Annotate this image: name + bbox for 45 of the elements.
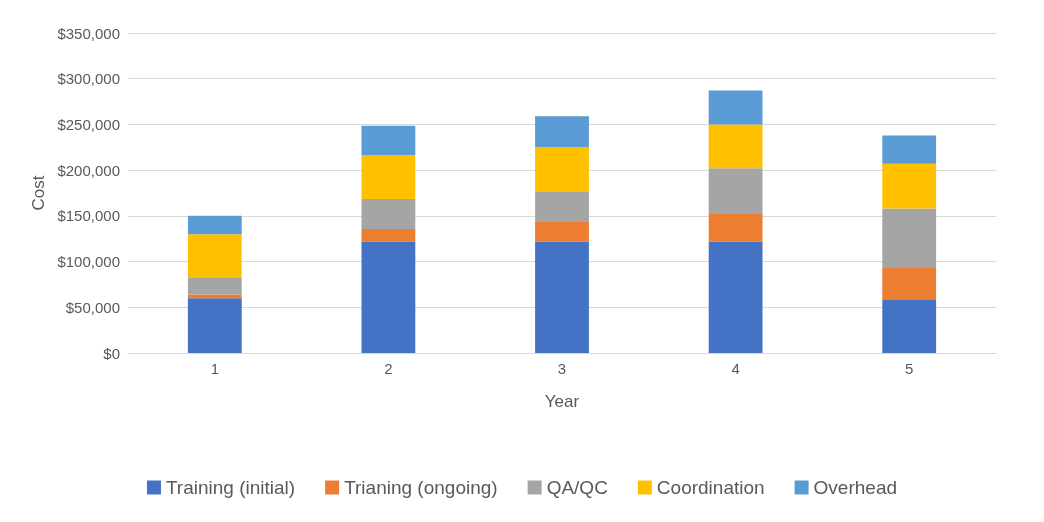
y-tick-label: $350,000 [57, 24, 120, 42]
legend-label: Training (initial) [165, 477, 296, 498]
legend-label: QA/QC [546, 477, 608, 498]
y-tick-label: $200,000 [57, 161, 120, 179]
x-tick-label: 4 [731, 360, 740, 377]
y-tick-label: $250,000 [57, 115, 120, 133]
bar [361, 229, 416, 242]
bar [361, 198, 416, 230]
y-tick-label: $50,000 [65, 298, 120, 316]
y-tick-label: $0 [103, 344, 120, 362]
bar [882, 163, 937, 209]
bar [187, 215, 242, 235]
y-axis-title: Cost [28, 175, 48, 211]
bar [708, 214, 763, 242]
bar [187, 294, 242, 299]
y-tick-label: $300,000 [57, 70, 120, 88]
bar [361, 241, 416, 353]
bar [535, 221, 589, 242]
bar [361, 155, 416, 199]
x-tick-label: 1 [210, 360, 219, 377]
bar [361, 125, 416, 156]
y-tick-label: $150,000 [57, 207, 120, 225]
bar [535, 116, 589, 148]
bar [535, 147, 589, 193]
x-tick-label: 3 [557, 360, 567, 377]
legend-label: Overhead [813, 477, 898, 498]
bar [187, 278, 242, 295]
bar [708, 124, 763, 169]
bar [187, 234, 242, 279]
bar [882, 299, 937, 353]
bar [882, 135, 937, 164]
x-tick-label: 2 [384, 360, 393, 377]
bar [535, 192, 589, 222]
bar [187, 298, 242, 353]
bar [708, 168, 763, 215]
legend-label: Trianing (ongoing) [344, 477, 498, 498]
legend-label: Coordination [656, 477, 765, 498]
bar [535, 241, 589, 353]
x-tick-label: 5 [905, 360, 914, 377]
x-axis-title: Year [544, 392, 580, 411]
bar [708, 241, 763, 353]
bar [882, 267, 937, 300]
bar [708, 90, 763, 125]
bar [882, 208, 937, 268]
y-tick-label: $100,000 [57, 253, 120, 271]
